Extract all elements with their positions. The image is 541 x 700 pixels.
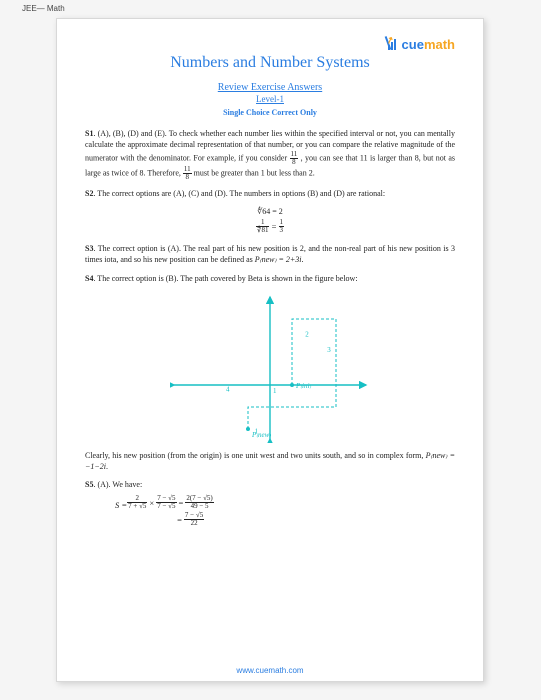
s5-equation: S = 27 + √5 × 7 − √57 − √5 = 2(7 − √5)49… (115, 495, 455, 529)
svg-text:P₍ini₎: P₍ini₎ (295, 382, 311, 390)
s1-frac2: 118 (183, 166, 192, 181)
logo-cue: cue (402, 37, 424, 52)
document-page: ↗ cuemath Numbers and Number Systems Rev… (56, 18, 484, 682)
s5-row1: 27 + √5 × 7 − √57 − √5 = 2(7 − √5)49 − 5 (127, 495, 214, 510)
s1-frac1: 118 (290, 151, 299, 166)
s2-eq1: ∜64 = 2 (85, 207, 455, 216)
footer-url: www.cuemath.com (57, 666, 483, 675)
svg-text:2: 2 (305, 330, 309, 338)
logo: ↗ cuemath (85, 37, 455, 52)
s1-para: S1. (A), (B), (D) and (E). To check whet… (85, 129, 455, 181)
svg-text:3: 3 (327, 346, 331, 354)
choice-type: Single Choice Correct Only (85, 108, 455, 117)
path-diagram: P₍ini₎P₍new₎32411 (170, 293, 370, 443)
page-title: Numbers and Number Systems (85, 54, 455, 72)
logo-chart-icon: ↗ (388, 38, 400, 50)
s3-para: S3. The correct option is (A). The real … (85, 244, 455, 266)
s5-para: S5. (A). We have: (85, 480, 455, 491)
svg-text:1: 1 (255, 427, 259, 435)
svg-text:4: 4 (226, 385, 230, 393)
s4-chart: P₍ini₎P₍new₎32411 (85, 293, 455, 445)
logo-math: math (424, 37, 455, 52)
s2-math: ∜64 = 2 1∜81 = 13 (85, 207, 455, 234)
topbar-label: JEE— Math (22, 4, 65, 13)
subhead: Review Exercise Answers (85, 82, 455, 93)
clearly-para: Clearly, his new position (from the orig… (85, 451, 455, 473)
svg-text:1: 1 (273, 387, 277, 395)
level: Level-1 (85, 94, 455, 104)
s2-para: S2. The correct options are (A), (C) and… (85, 189, 455, 200)
s2-eq2: 1∜81 = 13 (85, 219, 455, 234)
s4-para: S4. The correct option is (B). The path … (85, 274, 455, 285)
s5-row2: = 7 − √522 (175, 512, 214, 527)
